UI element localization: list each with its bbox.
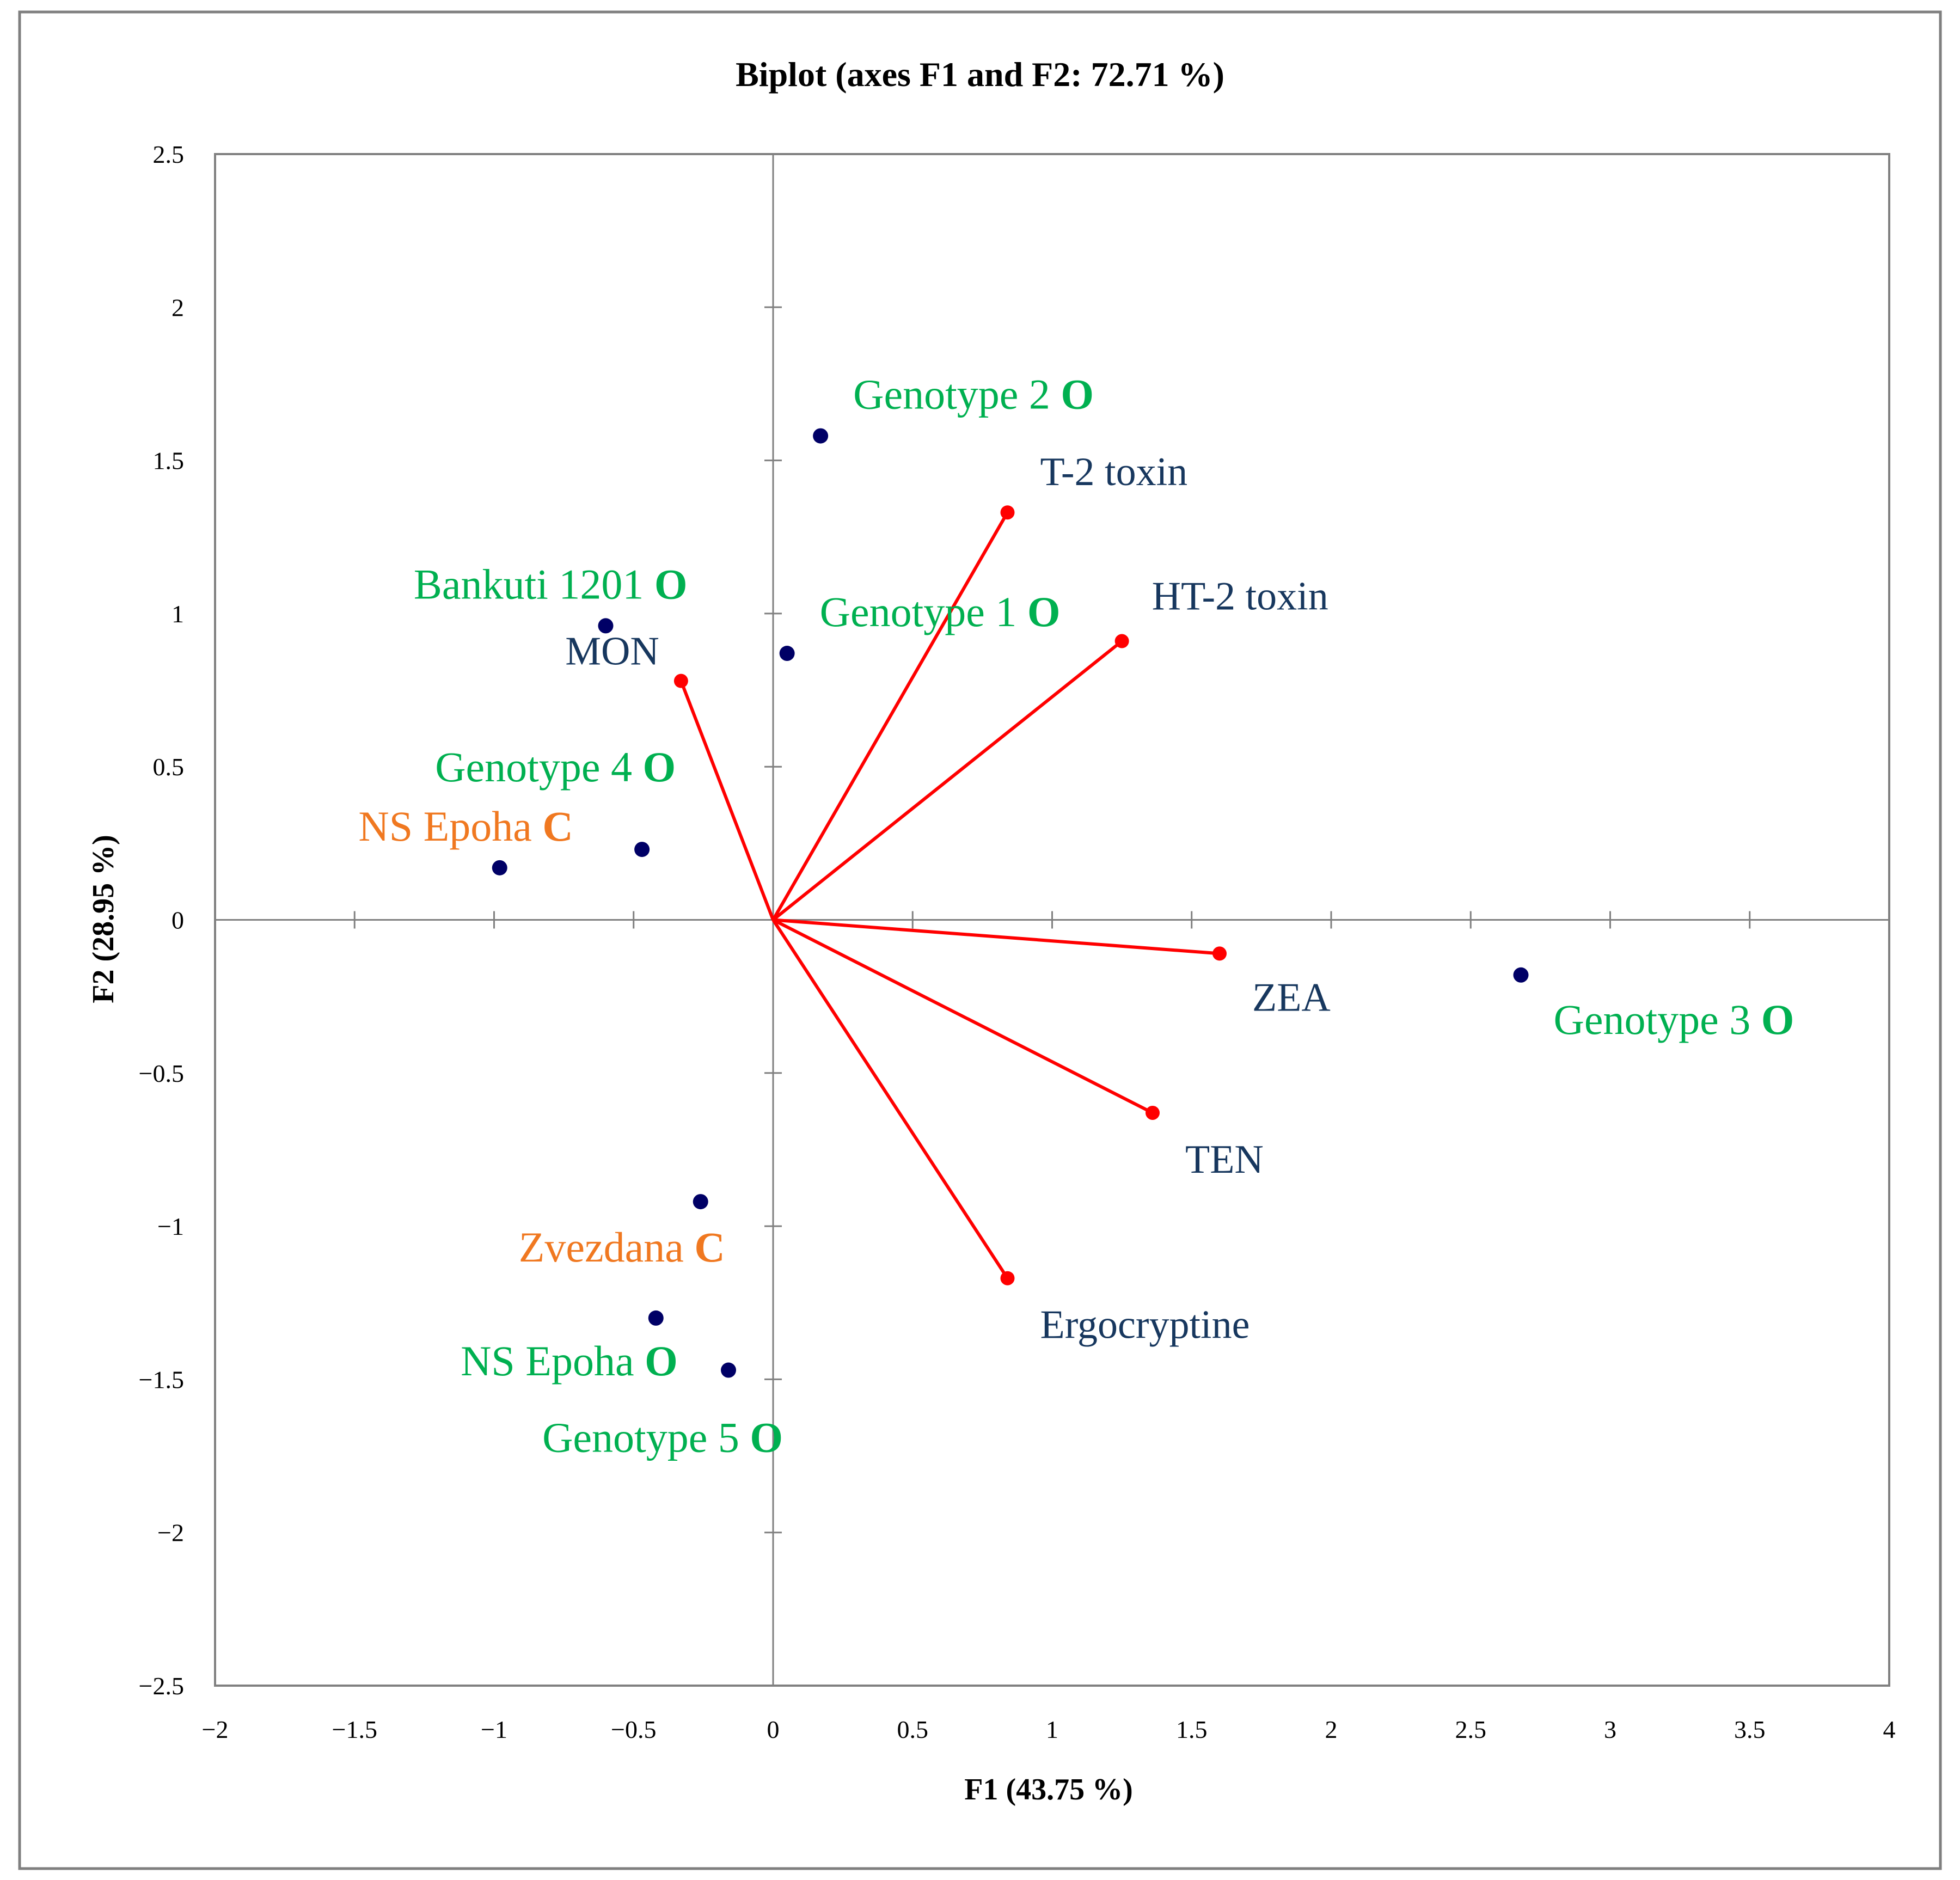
observation-point [648, 1310, 664, 1326]
observation-label: NS Epoha C [358, 803, 573, 850]
loading-vector [771, 511, 1009, 921]
observation-label-name: Zvezdana [519, 1223, 695, 1271]
observation-label: Genotype 5 O [542, 1414, 783, 1461]
observation-point [693, 1194, 708, 1210]
observation-label: Genotype 4 O [435, 743, 676, 791]
x-tick-label: 3 [1604, 1716, 1616, 1743]
observation-label: Bankuti 1201 O [414, 560, 688, 608]
loading-vector [679, 680, 775, 921]
observation-label-suffix: O [1761, 996, 1794, 1043]
y-tick-label: 1.5 [153, 447, 185, 475]
x-tick-label: 0.5 [897, 1716, 929, 1743]
observation-point [1513, 967, 1529, 983]
points-layer [492, 428, 1529, 1378]
outer-frame [18, 10, 1942, 1870]
observation-label-name: Genotype 1 [820, 588, 1027, 635]
variable-label: MON [565, 629, 659, 674]
observation-label-name: Genotype 4 [435, 743, 642, 791]
loading-vector [772, 640, 1123, 921]
observation-label-suffix: O [642, 743, 676, 791]
observation-label: Zvezdana C [519, 1223, 725, 1271]
x-tick-label: 1 [1046, 1716, 1058, 1743]
observation-label-suffix: O [750, 1414, 783, 1461]
loading-vector [772, 918, 1154, 1114]
observation-label-suffix: O [654, 560, 688, 608]
observation-label-name: NS Epoha [461, 1337, 645, 1385]
observation-point [721, 1362, 736, 1378]
axes-layer: −2 −1.5 −1 −0.5 0 0.5 1 1.5 2 2.5 3 3.5 4 2.5 2 1.5 1 0.5… [139, 140, 1896, 1743]
y-tick-label: 0.5 [153, 753, 185, 781]
x-tick-label: 4 [1883, 1716, 1896, 1743]
y-axis-label: F2 (28.95 %) [87, 835, 120, 1003]
variable-label: ZEA [1252, 975, 1331, 1020]
observation-label-suffix: O [645, 1337, 678, 1385]
loading-vector-tip [1114, 634, 1129, 648]
observation-point [492, 860, 507, 875]
y-tick-label: 0 [171, 907, 184, 934]
loading-vector-tip [673, 673, 688, 688]
y-tick-label: −2 [157, 1519, 184, 1547]
vectors-layer [673, 505, 1227, 1285]
y-tick-label: 2 [171, 293, 184, 321]
loading-vector-tip [1000, 1271, 1015, 1285]
y-tick-label: −0.5 [139, 1060, 184, 1087]
x-tick-label: 2 [1325, 1716, 1338, 1743]
y-tick-label: −1.5 [139, 1365, 184, 1393]
loading-vector-tip [1212, 946, 1227, 961]
x-tick-label: −1 [481, 1716, 507, 1743]
variable-label: HT-2 toxin [1152, 574, 1328, 619]
x-tick-label: 0 [767, 1716, 780, 1743]
observation-point [598, 618, 614, 634]
labels-layer: T-2 toxin HT-2 toxin MON ZEA TEN Ergocryptine… [358, 371, 1794, 1461]
observation-label-suffix: O [1061, 371, 1094, 418]
x-tick-label: −1.5 [332, 1716, 377, 1743]
x-tick-label: 1.5 [1176, 1716, 1208, 1743]
y-tick-label: −1 [157, 1212, 184, 1240]
observation-label-name: Genotype 3 [1554, 996, 1761, 1043]
loading-vector-tip [1000, 505, 1015, 520]
observation-point [779, 646, 795, 662]
x-tick-label: 3.5 [1734, 1716, 1766, 1743]
x-tick-label: −2 [202, 1716, 229, 1743]
y-tick-label: 1 [171, 600, 184, 628]
x-axis-label: F1 (43.75 %) [964, 1773, 1133, 1806]
variable-label: T-2 toxin [1040, 450, 1188, 494]
y-tick-label: 2.5 [153, 140, 185, 168]
observation-label-suffix: C [542, 803, 573, 850]
x-tick-label: −0.5 [611, 1716, 656, 1743]
observation-label: Genotype 3 O [1554, 996, 1794, 1043]
observation-point [634, 842, 650, 858]
observation-label: Genotype 2 O [853, 371, 1094, 418]
observation-point [813, 428, 829, 444]
observation-label: Genotype 1 O [820, 588, 1061, 635]
observation-label-name: Genotype 5 [542, 1414, 750, 1461]
observation-label: NS Epoha O [461, 1337, 678, 1385]
variable-label: TEN [1185, 1137, 1264, 1182]
observation-label-name: NS Epoha [358, 803, 542, 850]
chart-title: Biplot (axes F1 and F2: 72.71 %) [736, 55, 1224, 94]
x-tick-label: 2.5 [1455, 1716, 1487, 1743]
observation-label-suffix: C [694, 1223, 725, 1271]
observation-label-name: Genotype 2 [853, 371, 1061, 418]
loading-vector [771, 918, 1009, 1279]
loading-vector-tip [1146, 1105, 1160, 1120]
loading-vector [773, 918, 1220, 956]
y-tick-label: −2.5 [139, 1672, 184, 1700]
variable-label: Ergocryptine [1040, 1303, 1250, 1348]
observation-label-suffix: O [1027, 588, 1061, 635]
observation-label-name: Bankuti 1201 [414, 560, 654, 608]
